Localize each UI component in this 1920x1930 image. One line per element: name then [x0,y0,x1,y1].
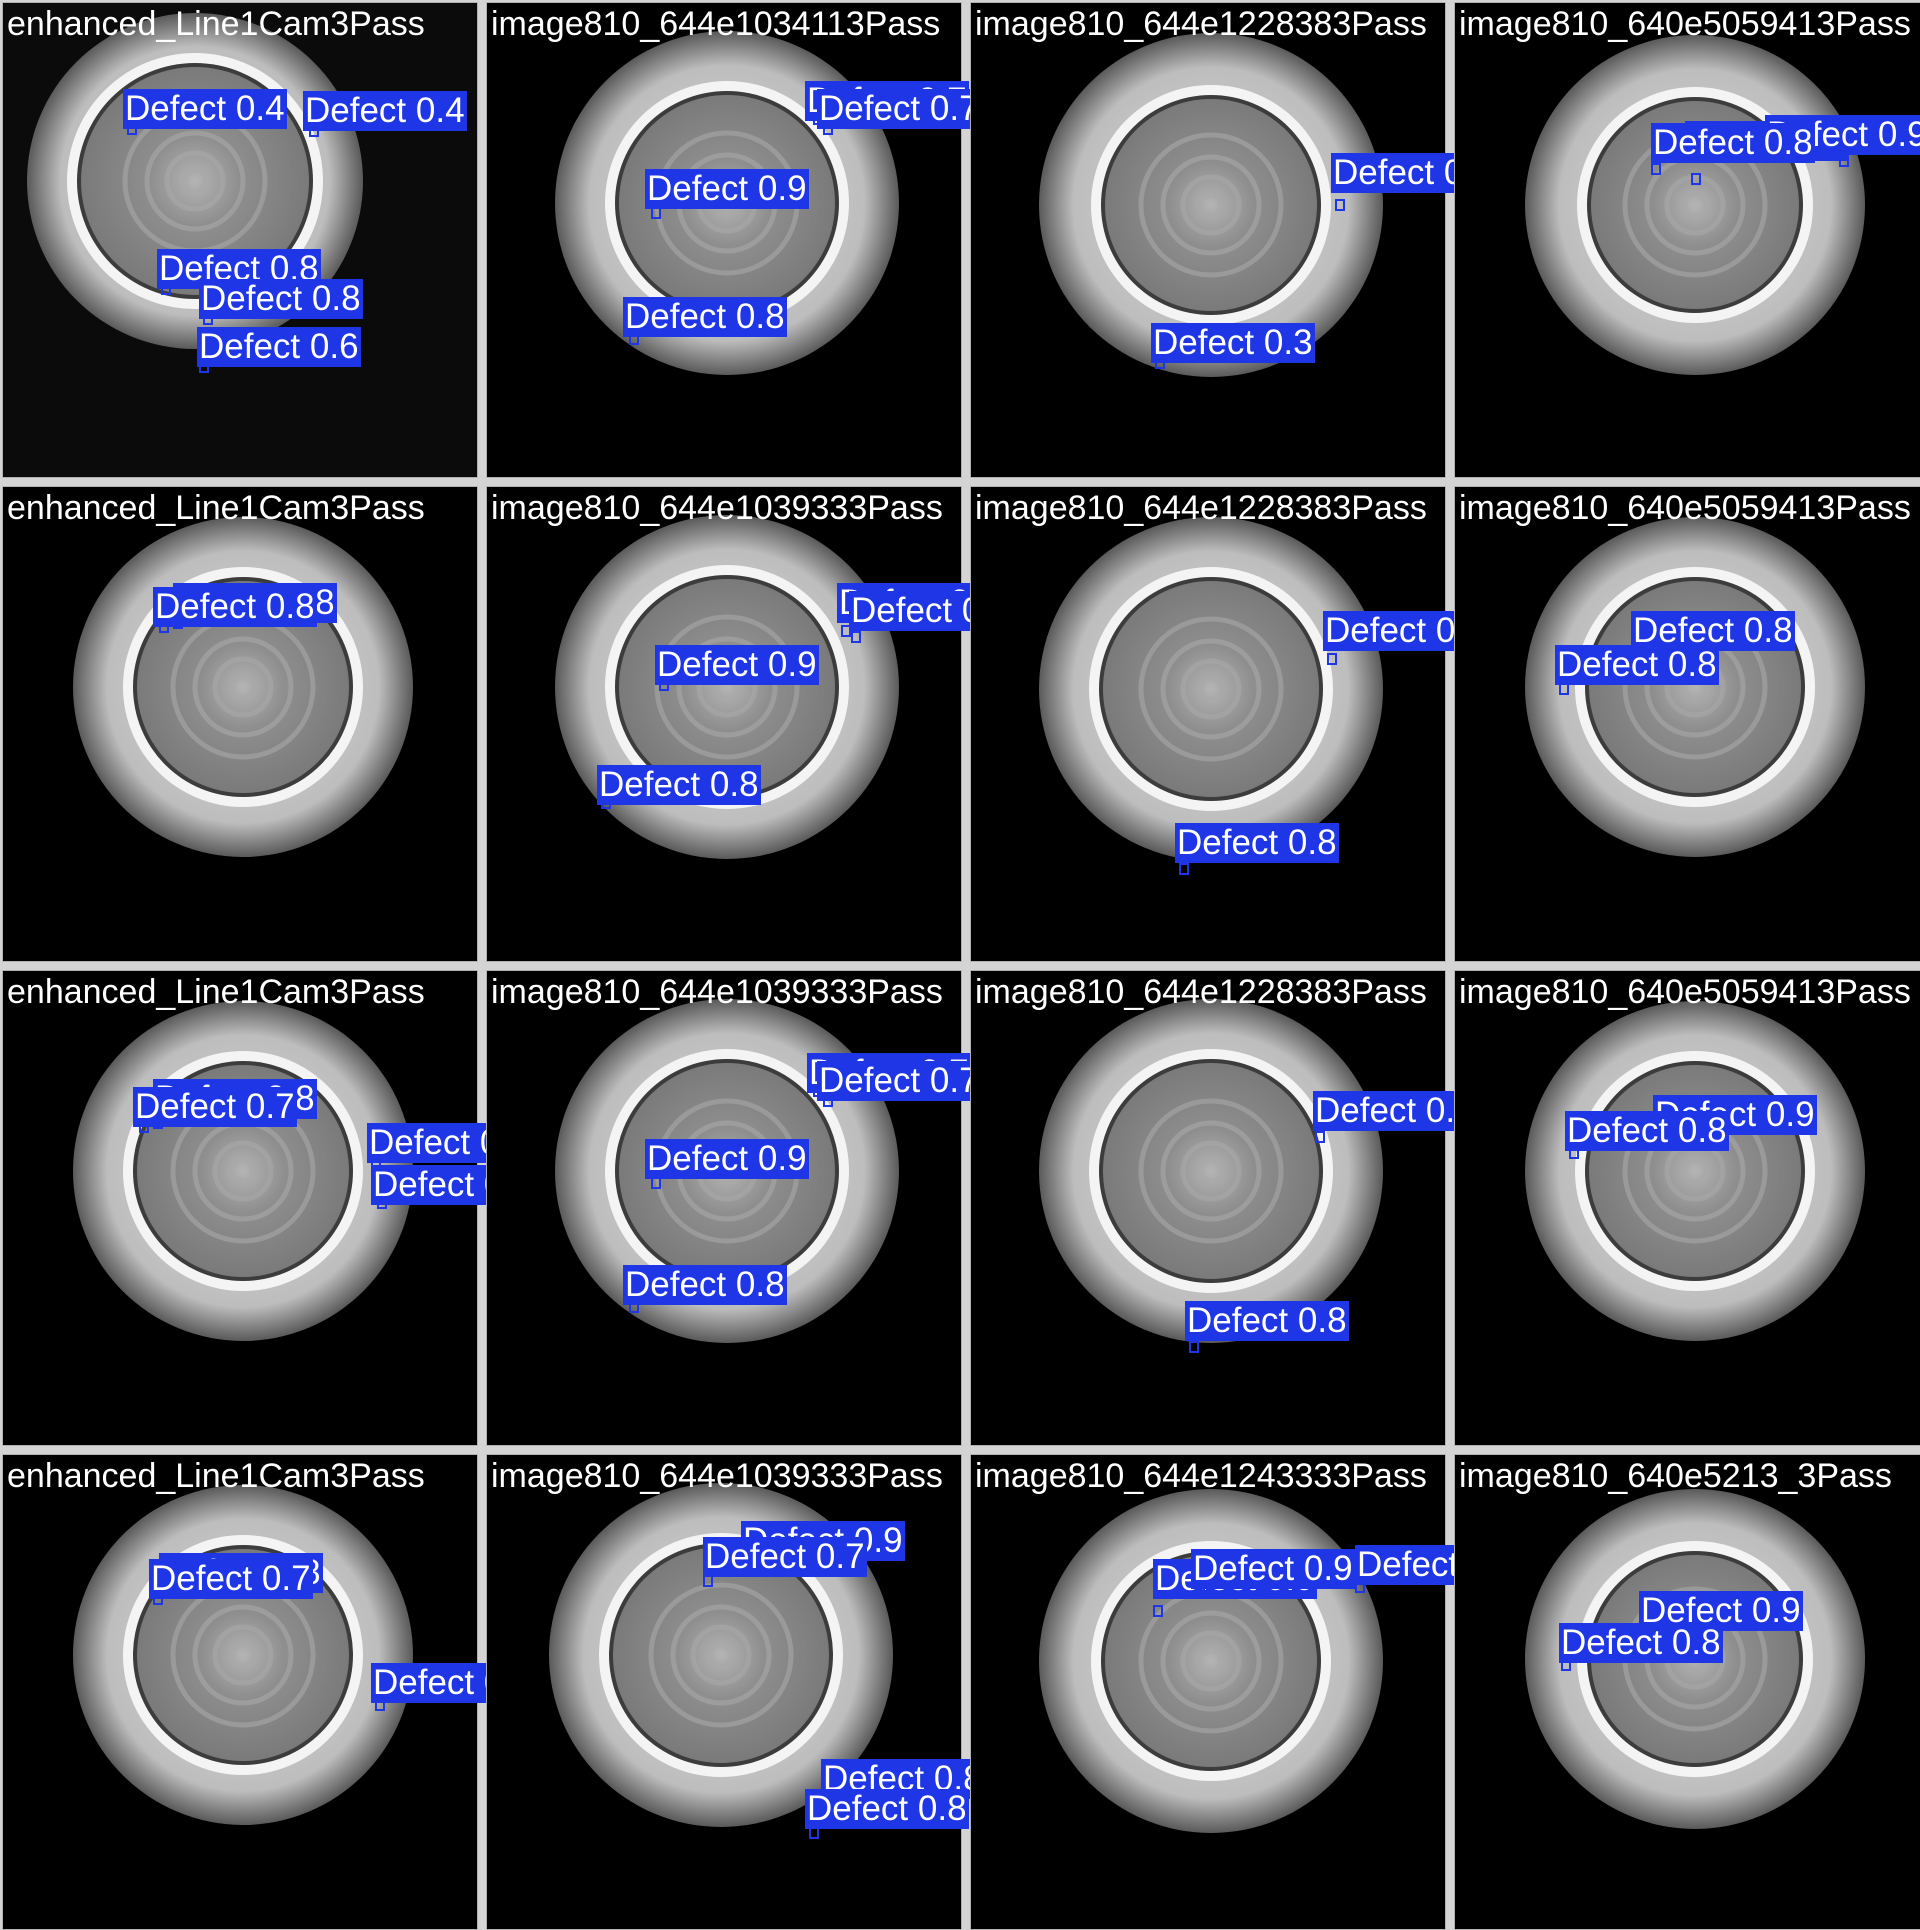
detection-label: Defect 0.8 [1555,645,1719,685]
detection-label: Defect 0.7 [149,1559,313,1599]
image-tile: image810_640e5059413Pass Defect 0.9 Defect… [1454,2,1920,478]
detection-label: Defect 0.9 [655,645,819,685]
image-tile: image810_640e5059413Pass Defect 0.8 Defect… [1454,486,1920,962]
detection-box [1651,163,1661,175]
image-filename: image810_644e1039333Pass [491,489,943,527]
detection-box [841,625,851,637]
part-image [1039,999,1383,1343]
detection-label: Defect 0.8 [1185,1301,1349,1341]
part-image [1525,1489,1865,1829]
part-image [1525,1001,1865,1341]
detection-label: Defect 0.6 [197,327,361,367]
part-image [27,13,363,349]
image-filename: image810_644e1034113Pass [491,5,941,43]
part-image [1525,35,1865,375]
detection-label: Defect 0.8 [1175,823,1339,863]
image-tile: image810_640e5213_3Pass Defect 0.9 Defect … [1454,1454,1920,1930]
part-image [555,999,899,1343]
detection-label: Defect 0.9 [1191,1549,1355,1589]
detection-box [1839,155,1849,167]
detection-label: Defect 0.8 [1313,1091,1477,1131]
image-filename: enhanced_Line1Cam3Pass [7,973,425,1011]
detection-box [1691,173,1701,185]
image-tile: image810_644e1039333Pass Defect 0.8 Defect… [486,486,1013,962]
image-tile: enhanced_Line1Cam3Pass Defect 0.4 Defect 0… [2,2,478,478]
image-tile: image810_644e1228383Pass Defect 0.9 Defect… [970,2,1495,478]
detection-box [1179,863,1189,875]
detection-label: Defect 0.8 [1651,123,1815,163]
image-filename: enhanced_Line1Cam3Pass [7,489,425,527]
detection-label: Defect 0.8 [597,765,761,805]
image-filename: image810_640e5059413Pass [1459,5,1911,43]
detection-label: Defect 0.7 [817,1061,981,1101]
part-image [555,515,899,859]
image-filename: image810_640e5059413Pass [1459,489,1911,527]
detection-label: Defect 0.7 [133,1087,297,1127]
detection-label: Defect 0.3 [1151,323,1315,363]
part-image [1525,517,1865,857]
image-filename: image810_644e1039333Pass [491,973,943,1011]
detection-label: Defect 0.4 [303,91,467,131]
image-filename: image810_644e1228383Pass [975,489,1427,527]
part-image [1039,517,1383,861]
detection-label: Defect 0.9 [645,1139,809,1179]
detection-label: Defect 0.8 [1559,1623,1723,1663]
detection-box [1153,1605,1163,1617]
image-filename: image810_644e1039333Pass [491,1457,943,1495]
detection-label: Defect 0.8 [623,1265,787,1305]
image-tile: image810_644e1228383Pass Defect 0.8 Defect… [970,970,1477,1446]
detection-box [1315,1131,1325,1143]
detection-label: Defect 0.8 [199,279,363,319]
part-image [73,1001,413,1341]
image-filename: enhanced_Line1Cam3Pass [7,1457,425,1495]
detection-label: Defect 0.7 [703,1537,867,1577]
detection-label: Defect 0.8 [1565,1111,1729,1151]
image-tile: image810_644e1243333Pass Defect 0.9 Defect… [970,1454,1519,1930]
detection-label: Defect 0.9 [645,169,809,209]
detection-label: Defect 0.8 [1631,611,1795,651]
image-filename: image810_644e1243333Pass [975,1457,1427,1495]
detection-box [851,631,861,643]
detection-box [1327,653,1337,665]
image-filename: enhanced_Line1Cam3Pass [7,5,425,43]
part-image [1039,1489,1383,1833]
detection-label: Defect 0.7 [817,89,981,129]
detection-label: Defect 0.8 [153,587,317,627]
detection-label: Defect 0.4 [123,89,287,129]
image-tile: image810_644e1039333Pass Defect 0.7 Defect… [486,970,981,1446]
part-image [555,31,899,375]
image-filename: image810_640e5213_3Pass [1459,1457,1892,1495]
image-filename: image810_644e1228383Pass [975,5,1427,43]
image-filename: image810_640e5059413Pass [1459,973,1911,1011]
detection-label: Defect 0.8 [805,1789,969,1829]
image-tile: image810_644e1228383Pass Defect 0.8 Defect… [970,486,1487,962]
part-image [73,517,413,857]
detection-box [1189,1341,1199,1353]
image-filename: image810_644e1228383Pass [975,973,1427,1011]
image-tile: image810_644e1034113Pass Defect 0.7 Defect… [486,2,981,478]
part-image [1039,33,1383,377]
detection-box [1335,199,1345,211]
image-tile: image810_640e5059413Pass Defect 0.9 Defect… [1454,970,1920,1446]
detection-label: Defect 0.8 [623,297,787,337]
